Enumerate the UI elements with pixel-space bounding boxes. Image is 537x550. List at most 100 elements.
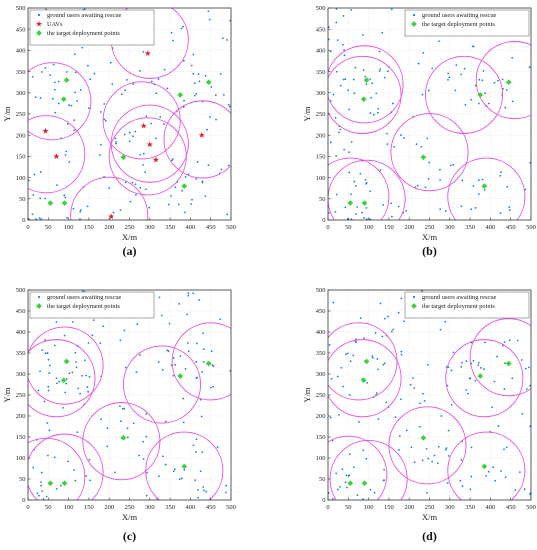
ground-user-point: [85, 374, 88, 377]
target-deployment-point: [120, 435, 127, 441]
y-tick-label: 300: [16, 90, 26, 97]
ground-user-point: [46, 352, 49, 354]
target-deployment-point: [361, 200, 368, 206]
y-tick-label: 0: [322, 497, 325, 504]
ground-user-point: [134, 183, 137, 186]
ground-user-point: [460, 73, 462, 76]
ground-user-point: [145, 471, 148, 474]
ground-user-point: [461, 361, 463, 364]
ground-user-point: [53, 81, 56, 84]
ground-user-point: [413, 387, 416, 390]
x-tick-label: 500: [526, 504, 536, 511]
ground-user-point: [211, 364, 214, 366]
ground-user-point: [80, 209, 82, 211]
ground-user-point: [55, 321, 58, 323]
ground-user-point: [115, 142, 117, 145]
ground-user-point: [482, 70, 485, 72]
coverage-circle: [424, 55, 504, 134]
ground-user-point: [48, 364, 51, 367]
ground-user-point: [342, 15, 345, 17]
ground-user-point: [352, 354, 355, 357]
legend-entry: ground users awaiting rescue: [47, 12, 122, 19]
ground-user-point: [108, 187, 111, 190]
ground-user-point: [44, 339, 47, 341]
ground-user-point: [426, 364, 429, 366]
ground-user-point: [477, 364, 480, 367]
ground-user-point: [383, 479, 386, 482]
ground-user-point: [339, 128, 342, 131]
ground-user-point: [209, 386, 212, 389]
ground-user-point: [344, 78, 347, 80]
ground-user-point: [355, 341, 357, 344]
ground-user-point: [227, 103, 230, 106]
ground-user-point: [159, 116, 162, 118]
ground-user-point: [369, 190, 372, 193]
ground-user-point: [344, 206, 347, 209]
ground-user-point: [158, 475, 160, 478]
ground-user-point: [119, 209, 122, 211]
legend-entry: the target deployment points: [47, 30, 120, 37]
ground-user-point: [415, 143, 418, 146]
ground-user-point: [460, 459, 463, 461]
ground-user-point: [378, 70, 381, 72]
ground-user-point: [329, 100, 332, 102]
uav-marker: [42, 127, 49, 134]
ground-user-point: [65, 150, 68, 153]
ground-user-point: [102, 325, 105, 328]
y-tick-label: 300: [316, 90, 326, 97]
ground-user-point: [79, 89, 82, 91]
y-tick-label: 100: [16, 455, 26, 462]
ground-user-point: [500, 171, 502, 174]
x-tick-label: 350: [465, 504, 475, 511]
ground-user-point: [173, 468, 176, 471]
ground-user-point: [139, 354, 141, 356]
x-tick-label: 100: [364, 504, 374, 511]
ground-user-point: [202, 332, 204, 335]
ground-user-point: [444, 320, 447, 323]
ground-user-point: [416, 184, 419, 187]
ground-user-point: [119, 339, 122, 342]
ground-user-point: [100, 143, 102, 146]
ground-user-point: [201, 180, 204, 183]
ground-user-point: [390, 330, 393, 333]
coverage-circle: [328, 159, 406, 220]
y-tick-label: 100: [16, 175, 26, 182]
ground-user-point: [77, 387, 80, 390]
ground-user-point: [350, 9, 353, 11]
ground-user-point: [504, 106, 507, 109]
ground-user-point: [66, 216, 68, 219]
ground-user-point: [180, 477, 183, 480]
ground-user-point: [336, 488, 339, 491]
ground-user-point: [436, 462, 439, 465]
ground-user-point: [106, 427, 109, 430]
ground-user-point: [355, 213, 357, 215]
ground-user-point: [44, 66, 47, 69]
legend-entry: ground users awaiting rescue: [47, 294, 122, 301]
coverage-circle: [28, 62, 92, 141]
panel-label: (b): [422, 244, 437, 258]
ground-user-point: [508, 206, 511, 209]
ground-user-point: [128, 131, 131, 134]
ground-user-point: [192, 444, 195, 447]
ground-user-point: [485, 474, 488, 477]
ground-user-point: [465, 389, 468, 391]
ground-user-point: [345, 353, 347, 356]
y-axis-label: Y/m: [2, 106, 12, 122]
target-deployment-point: [481, 463, 488, 470]
ground-user-point: [386, 70, 389, 73]
ground-user-point: [504, 476, 507, 478]
ground-user-point: [329, 416, 332, 419]
x-tick-label: 200: [404, 504, 414, 511]
ground-user-point: [459, 479, 462, 482]
ground-user-point: [379, 68, 382, 71]
ground-user-point: [523, 488, 526, 491]
ground-user-point: [86, 386, 89, 388]
ground-user-point: [381, 31, 384, 34]
coverage-circle: [447, 431, 526, 500]
ground-user-point: [196, 376, 199, 379]
ground-user-point: [157, 78, 160, 80]
ground-user-point: [191, 198, 193, 201]
ground-user-point: [371, 356, 374, 359]
y-tick-label: 350: [16, 69, 26, 76]
ground-user-point: [385, 132, 388, 135]
